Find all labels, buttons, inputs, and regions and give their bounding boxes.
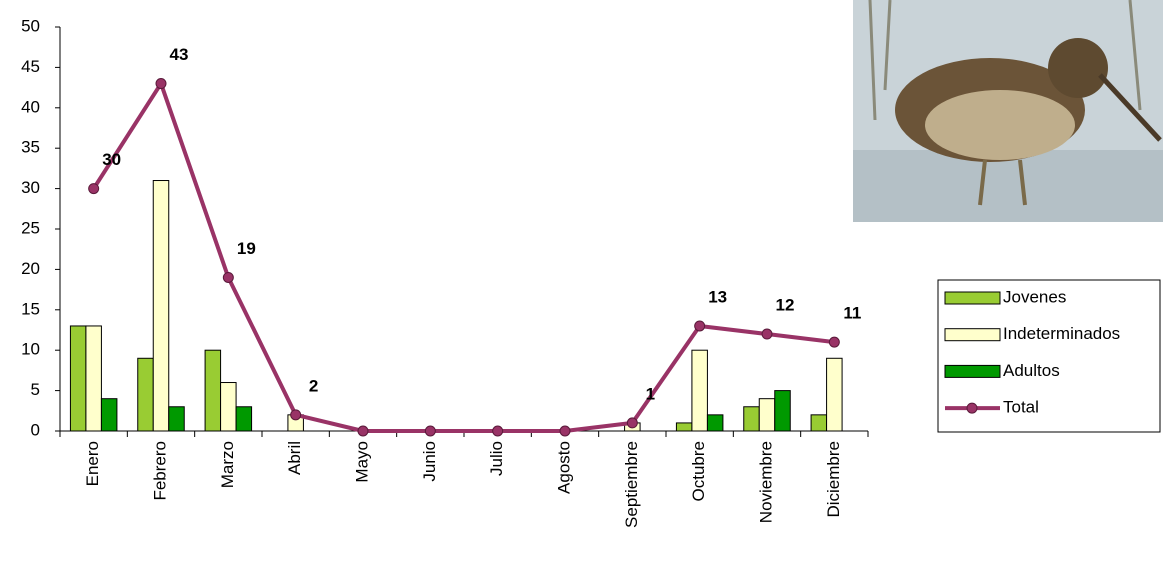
- y-tick-label: 45: [21, 57, 40, 76]
- y-tick-label: 10: [21, 340, 40, 359]
- line-marker: [155, 78, 167, 90]
- data-label: 11: [843, 304, 861, 323]
- y-tick-label: 25: [21, 218, 40, 237]
- x-tick-label: Febrero: [150, 441, 169, 501]
- line-marker: [626, 417, 638, 429]
- x-tick-label: Enero: [83, 441, 102, 486]
- data-label: 2: [309, 376, 318, 395]
- bar: [758, 398, 776, 432]
- bar: [774, 390, 791, 432]
- x-tick-label: Noviembre: [756, 441, 775, 523]
- line-marker: [828, 336, 840, 348]
- bar: [168, 406, 185, 432]
- line-marker: [290, 409, 302, 421]
- x-tick-label: Octubre: [689, 441, 708, 501]
- data-label: 19: [237, 239, 256, 258]
- bar: [743, 406, 760, 432]
- x-tick-label: Marzo: [218, 441, 237, 488]
- bar: [675, 422, 693, 432]
- bar: [85, 325, 102, 432]
- line-marker: [761, 328, 773, 340]
- line-marker: [424, 425, 436, 437]
- x-tick-label: Septiembre: [622, 441, 641, 528]
- line-marker: [694, 320, 706, 332]
- bar: [220, 382, 237, 432]
- line-marker: [559, 425, 571, 437]
- y-tick-label: 0: [31, 420, 40, 439]
- legend-label: Jovenes: [1003, 287, 1066, 306]
- y-tick-label: 20: [21, 259, 40, 278]
- bar: [152, 180, 170, 432]
- bar: [137, 357, 154, 432]
- bar: [235, 406, 253, 432]
- bar: [706, 414, 724, 432]
- x-tick-label: Agosto: [554, 441, 573, 494]
- line-marker: [88, 183, 100, 195]
- x-tick-label: Junio: [420, 441, 439, 482]
- legend-label: Indeterminados: [1003, 324, 1120, 343]
- legend-label: Total: [1003, 398, 1039, 417]
- legend-swatch: [944, 364, 1001, 378]
- x-tick-label: Mayo: [352, 441, 371, 483]
- data-label: 13: [708, 287, 727, 306]
- line-marker: [222, 271, 234, 283]
- x-tick-label: Julio: [487, 441, 506, 476]
- bar: [100, 398, 118, 432]
- y-tick-label: 35: [21, 138, 40, 157]
- x-tick-label: Abril: [285, 441, 304, 475]
- photo: [853, 0, 1163, 222]
- line-marker: [357, 425, 369, 437]
- legend-label: Adultos: [1003, 361, 1060, 380]
- y-tick-label: 50: [21, 16, 40, 35]
- data-label: 12: [776, 296, 795, 315]
- y-tick-label: 5: [31, 380, 40, 399]
- bar: [810, 414, 828, 432]
- data-label: 43: [170, 45, 189, 64]
- legend-swatch: [944, 291, 1001, 305]
- x-tick-label: Diciembre: [824, 441, 843, 518]
- bar: [69, 325, 87, 432]
- y-tick-label: 40: [21, 97, 40, 116]
- legend-swatch: [966, 402, 978, 414]
- bar: [826, 357, 843, 432]
- legend-swatch: [944, 328, 1001, 342]
- bar: [204, 349, 222, 432]
- bar: [691, 349, 708, 432]
- line-marker: [492, 425, 504, 437]
- data-label: 30: [102, 150, 121, 169]
- data-label: 1: [646, 384, 655, 403]
- y-tick-label: 30: [21, 178, 40, 197]
- y-tick-label: 15: [21, 299, 40, 318]
- line: [91, 81, 835, 433]
